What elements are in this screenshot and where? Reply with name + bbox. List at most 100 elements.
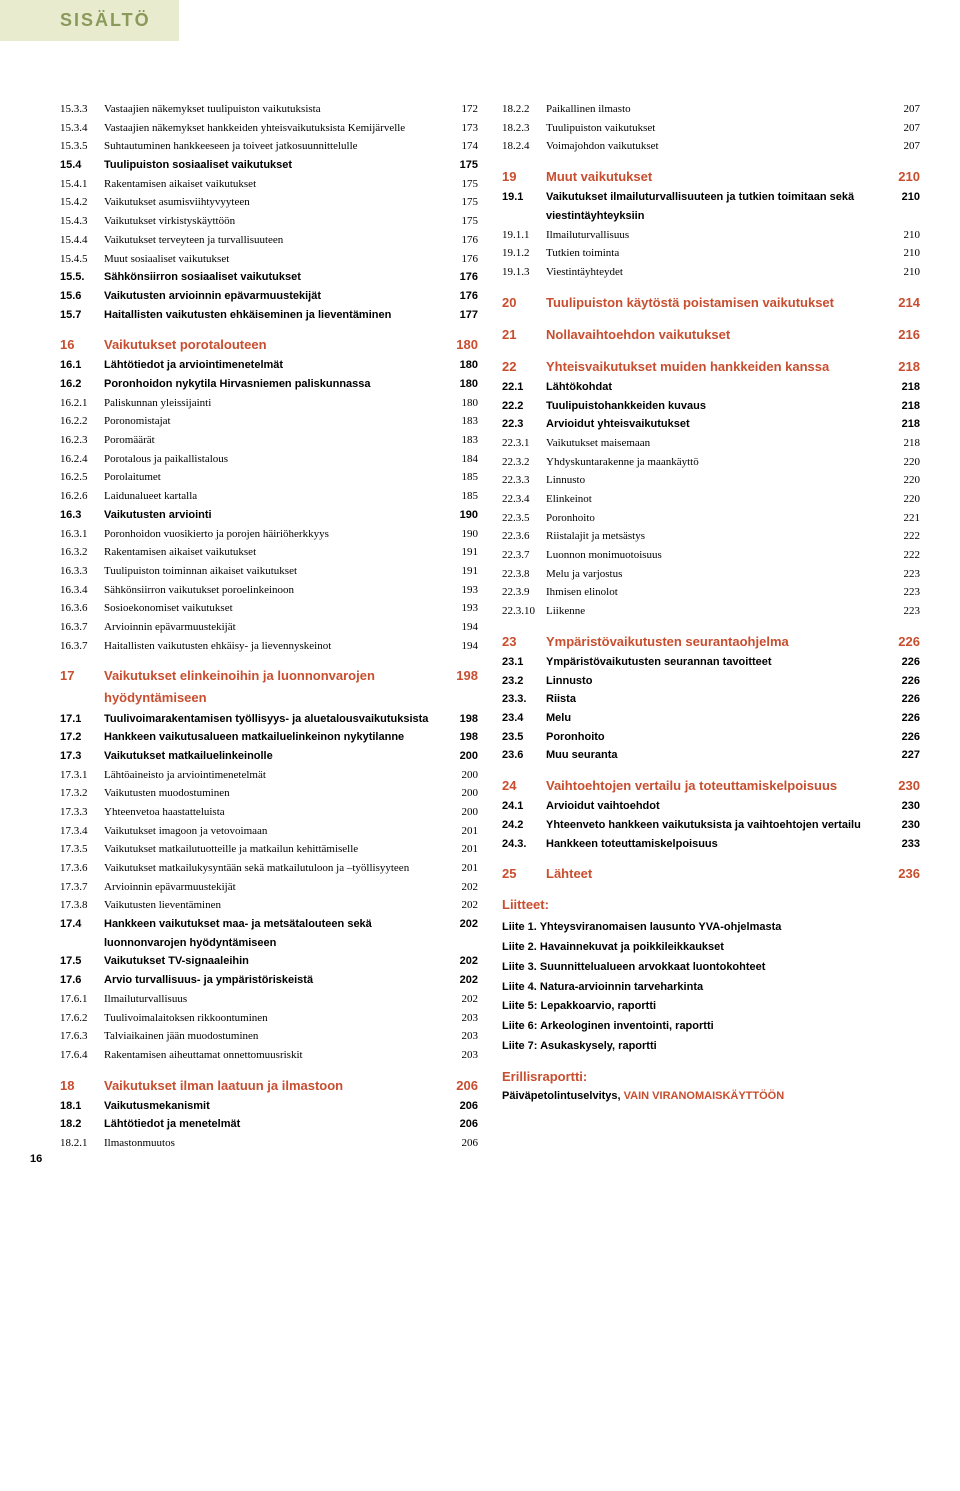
toc-label: Tutkien toiminta: [546, 244, 890, 263]
toc-number: 16.2.6: [60, 487, 104, 506]
toc-number: 16.2.4: [60, 450, 104, 469]
toc-label: Viestintäyhteydet: [546, 263, 890, 282]
toc-label: Sähkönsiirron vaikutukset poroelinkeinoo…: [104, 581, 448, 600]
toc-row: 16.2.2Poronomistajat183: [60, 412, 478, 431]
toc-label: Tuulivoimalaitoksen rikkoontuminen: [104, 1009, 448, 1028]
toc-page: 206: [448, 1097, 478, 1116]
toc-row: 19.1.1Ilmailuturvallisuus210: [502, 226, 920, 245]
erillisraportti-text: Päiväpetolintuselvitys, VAIN VIRANOMAISK…: [502, 1090, 920, 1102]
liite-item: Liite 6: Arkeologinen inventointi, rapor…: [502, 1017, 920, 1037]
toc-page: 184: [448, 450, 478, 469]
toc-label: Poromäärät: [104, 431, 448, 450]
toc-number: 17.1: [60, 710, 104, 729]
toc-row: 17.3Vaikutukset matkailuelinkeinolle200: [60, 747, 478, 766]
toc-page: 198: [448, 710, 478, 729]
toc-label: Melu: [546, 709, 890, 728]
toc-number: 18: [60, 1075, 104, 1097]
toc-row: 23.2Linnusto226: [502, 672, 920, 691]
toc-row: 15.3.3Vastaajien näkemykset tuulipuiston…: [60, 100, 478, 119]
toc-label: Lähtötiedot ja arviointimenetelmät: [104, 356, 448, 375]
toc-number: 17.3.7: [60, 878, 104, 897]
right-column: 18.2.2Paikallinen ilmasto20718.2.3Tuulip…: [502, 100, 920, 1153]
toc-page: 227: [890, 746, 920, 765]
toc-number: 19.1.1: [502, 226, 546, 245]
toc-number: 15.4.1: [60, 175, 104, 194]
toc-page: 226: [890, 728, 920, 747]
toc-row: 15.4.2Vaikutukset asumisviihtyvyyteen175: [60, 193, 478, 212]
toc-row: 18.2.4Voimajohdon vaikutukset207: [502, 137, 920, 156]
toc-label: Linnusto: [546, 471, 890, 490]
toc-page: 172: [448, 100, 478, 119]
toc-row: 22.3.7Luonnon monimuotoisuus222: [502, 546, 920, 565]
toc-label: Porolaitumet: [104, 468, 448, 487]
toc-spacer: [502, 314, 920, 324]
toc-page: 218: [890, 397, 920, 416]
toc-label: Rakentamisen aiheuttamat onnettomuusrisk…: [104, 1046, 448, 1065]
toc-page: 193: [448, 581, 478, 600]
toc-label: Vaikutukset TV-signaaleihin: [104, 952, 448, 971]
toc-page: 202: [448, 990, 478, 1009]
erillisraportti-title: Erillisraportti:: [502, 1069, 920, 1084]
toc-page: 198: [448, 728, 478, 747]
toc-label: Vaikutusmekanismit: [104, 1097, 448, 1116]
toc-number: 17.5: [60, 952, 104, 971]
toc-row: 17.1Tuulivoimarakentamisen työllisyys- j…: [60, 710, 478, 729]
toc-row: 16.2.3Poromäärät183: [60, 431, 478, 450]
toc-page: 202: [448, 915, 478, 934]
toc-row: 16.3.1Poronhoidon vuosikierto ja porojen…: [60, 525, 478, 544]
toc-label: Lähtötiedot ja menetelmät: [104, 1115, 448, 1134]
toc-row: 15.5.Sähkönsiirron sosiaaliset vaikutuks…: [60, 268, 478, 287]
liite-item: Liite 5: Lepakkoarvio, raportti: [502, 997, 920, 1017]
toc-spacer: [502, 346, 920, 356]
toc-page: 173: [448, 119, 478, 138]
toc-row: 24.3.Hankkeen toteuttamiskelpoisuus233: [502, 835, 920, 854]
toc-label: Talviaikainen jään muodostuminen: [104, 1027, 448, 1046]
toc-row: 18Vaikutukset ilman laatuun ja ilmastoon…: [60, 1075, 478, 1097]
toc-row: 17.2Hankkeen vaikutusalueen matkailuelin…: [60, 728, 478, 747]
toc-row: 17.3.8Vaikutusten lieventäminen202: [60, 896, 478, 915]
toc-row: 17.3.2Vaikutusten muodostuminen200: [60, 784, 478, 803]
toc-page: 207: [890, 119, 920, 138]
toc-page: 191: [448, 543, 478, 562]
toc-page: 183: [448, 412, 478, 431]
toc-label: Porotalous ja paikallistalous: [104, 450, 448, 469]
toc-row: 22.3Arvioidut yhteisvaikutukset218: [502, 415, 920, 434]
toc-label: Voimajohdon vaikutukset: [546, 137, 890, 156]
toc-page: 180: [448, 394, 478, 413]
toc-number: 16.2.1: [60, 394, 104, 413]
toc-number: 19.1.3: [502, 263, 546, 282]
toc-label: Lähtökohdat: [546, 378, 890, 397]
toc-page: 202: [448, 878, 478, 897]
toc-label: Poronhoito: [546, 728, 890, 747]
toc-page: 180: [448, 356, 478, 375]
liite-item: Liite 3. Suunnittelualueen arvokkaat luo…: [502, 958, 920, 978]
toc-label: Arvioinnin epävarmuustekijät: [104, 618, 448, 637]
toc-content: 15.3.3Vastaajien näkemykset tuulipuiston…: [60, 100, 920, 1153]
toc-page: 216: [890, 324, 920, 346]
toc-page: 200: [448, 784, 478, 803]
toc-page: 175: [448, 175, 478, 194]
toc-spacer: [502, 621, 920, 631]
toc-row: 16.2.1Paliskunnan yleissijainti180: [60, 394, 478, 413]
toc-label: Liikenne: [546, 602, 890, 621]
toc-page: 190: [448, 506, 478, 525]
toc-label: Poronhoidon vuosikierto ja porojen häiri…: [104, 525, 448, 544]
toc-number: 22.3.3: [502, 471, 546, 490]
toc-row: 25Lähteet236: [502, 863, 920, 885]
toc-number: 15.3.5: [60, 137, 104, 156]
toc-row: 17.6.1Ilmailuturvallisuus202: [60, 990, 478, 1009]
toc-label: Tuulipuiston toiminnan aikaiset vaikutuk…: [104, 562, 448, 581]
toc-label: Rakentamisen aikaiset vaikutukset: [104, 543, 448, 562]
toc-number: 17.3.6: [60, 859, 104, 878]
toc-page: 203: [448, 1027, 478, 1046]
toc-label: Vaikutusten muodostuminen: [104, 784, 448, 803]
toc-label: Arvioidut yhteisvaikutukset: [546, 415, 890, 434]
toc-page: 201: [448, 840, 478, 859]
toc-row: 16.3.7Haitallisten vaikutusten ehkäisy- …: [60, 637, 478, 656]
toc-row: 16.3Vaikutusten arviointi190: [60, 506, 478, 525]
toc-number: 16.1: [60, 356, 104, 375]
toc-page: 198: [448, 665, 478, 687]
toc-page: 230: [890, 775, 920, 797]
toc-row: 16.3.6Sosioekonomiset vaikutukset193: [60, 599, 478, 618]
toc-label: Sähkönsiirron sosiaaliset vaikutukset: [104, 268, 448, 287]
